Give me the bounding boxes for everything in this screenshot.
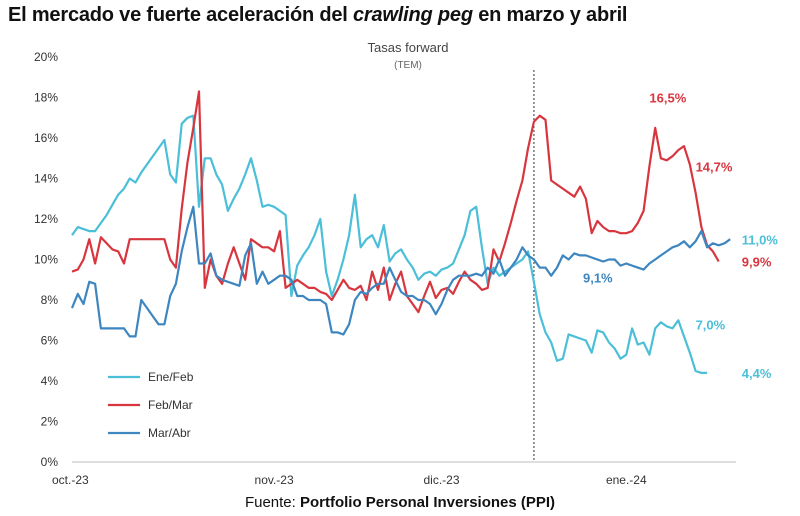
y-tick-label: 2% [41, 415, 59, 429]
y-tick-label: 14% [34, 172, 58, 186]
chart-subtitle: (TEM) [394, 60, 422, 71]
series-line-mar-abr [70, 205, 731, 338]
y-tick-label: 16% [34, 131, 58, 145]
y-tick-label: 10% [34, 253, 58, 267]
data-label: 4,4% [742, 366, 772, 381]
source-name: Portfolio Personal Inversiones (PPI) [299, 494, 556, 511]
legend: Ene/Feb Feb/Mar Mar/Abr [108, 370, 194, 440]
y-tick-label: 6% [41, 334, 59, 348]
x-tick-label: dic.-23 [424, 473, 460, 487]
source-note: Fuente: Portfolio Personal Inversiones (… [0, 494, 800, 511]
series-line-ene-feb [71, 114, 708, 374]
legend-label: Mar/Abr [148, 426, 191, 440]
x-tick-label: oct.-23 [52, 473, 89, 487]
legend-label: Feb/Mar [148, 398, 193, 412]
data-label: 14,7% [696, 159, 733, 174]
y-tick-label: 18% [34, 91, 58, 105]
data-label: 16,5% [649, 91, 686, 106]
headline-prefix: El mercado ve fuerte aceleración del [8, 4, 353, 26]
x-tick-label: nov.-23 [255, 473, 294, 487]
data-label: 9,1% [583, 271, 613, 286]
headline-emphasis: crawling peg [352, 4, 473, 26]
axes: 0% 2% 4% 6% 8% 10% 12% 14% 16% 18% 20% oct.-23 nov.-… [34, 50, 736, 487]
data-label: 9,9% [742, 255, 772, 270]
y-tick-label: 12% [34, 212, 58, 226]
legend-label: Ene/Feb [148, 370, 194, 384]
source-label: Fuente: [244, 494, 300, 511]
y-tick-label: 8% [41, 293, 59, 307]
series-lines [70, 90, 731, 374]
y-tick-label: 4% [41, 374, 59, 388]
headline: El mercado ve fuerte aceleración del cra… [8, 4, 798, 27]
annotations: 16,5% 14,7% 9,9% 11,0% 9,1% 7,0% 4,4% [583, 91, 778, 381]
data-label: 11,0% [742, 232, 779, 247]
data-label: 7,0% [696, 317, 726, 332]
series-line-feb-mar [71, 90, 720, 314]
y-tick-label: 20% [34, 50, 58, 64]
y-tick-label: 0% [41, 455, 59, 469]
headline-suffix: en marzo y abril [472, 4, 628, 26]
x-tick-label: ene.-24 [606, 473, 647, 487]
chart-title: Tasas forward [368, 40, 449, 55]
